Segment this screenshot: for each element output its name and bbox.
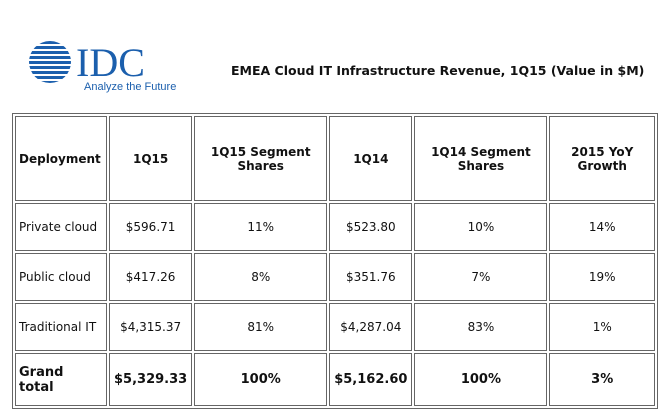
table-cell: 19% [549,253,655,301]
table-cell: 10% [414,203,548,251]
table-row: Public cloud $417.26 8% $351.76 7% 19% [15,253,655,301]
table-cell: 11% [194,203,328,251]
table-row: Traditional IT $4,315.37 81% $4,287.04 83% 1% [15,303,655,351]
table-body: Private cloud $596.71 11% $523.80 10% 14% Publ… [15,203,655,406]
table-cell: 100% [194,353,328,406]
table-cell: $417.26 [109,253,193,301]
table-cell: Grand total [15,353,107,406]
logo-text: IDC [76,40,145,85]
table-cell: $5,329.33 [109,353,193,406]
table-cell: $596.71 [109,203,193,251]
table-cell: 3% [549,353,655,406]
table-cell: $4,315.37 [109,303,193,351]
revenue-table: Deployment 1Q15 1Q15 Segment Shares 1Q14 1Q1… [12,113,658,409]
table-cell: $523.80 [329,203,413,251]
column-header: 1Q15 [109,116,193,201]
table-cell: Public cloud [15,253,107,301]
header-row: Deployment 1Q15 1Q15 Segment Shares 1Q14 1Q1… [15,116,655,201]
table-cell: $351.76 [329,253,413,301]
table-cell: 100% [414,353,548,406]
column-header: 1Q15 Segment Shares [194,116,328,201]
table-cell: 81% [194,303,328,351]
table-cell: 83% [414,303,548,351]
column-header: 2015 YoY Growth [549,116,655,201]
table-cell: 8% [194,253,328,301]
table-cell: $5,162.60 [329,353,413,406]
column-header: 1Q14 [329,116,413,201]
table-cell: Private cloud [15,203,107,251]
table-row: Grand total $5,329.33 100% $5,162.60 100% 3% [15,353,655,406]
table-cell: 14% [549,203,655,251]
table-cell: Traditional IT [15,303,107,351]
table-cell: 1% [549,303,655,351]
column-header: 1Q14 Segment Shares [414,116,548,201]
column-header: Deployment [15,116,107,201]
idc-logo: IDC Analyze the Future [29,40,176,93]
title: EMEA Cloud IT Infrastructure Revenue, 1Q… [231,63,645,78]
table-cell: $4,287.04 [329,303,413,351]
table-cell: 7% [414,253,548,301]
tagline: Analyze the Future [84,81,176,93]
table-row: Private cloud $596.71 11% $523.80 10% 14% [15,203,655,251]
